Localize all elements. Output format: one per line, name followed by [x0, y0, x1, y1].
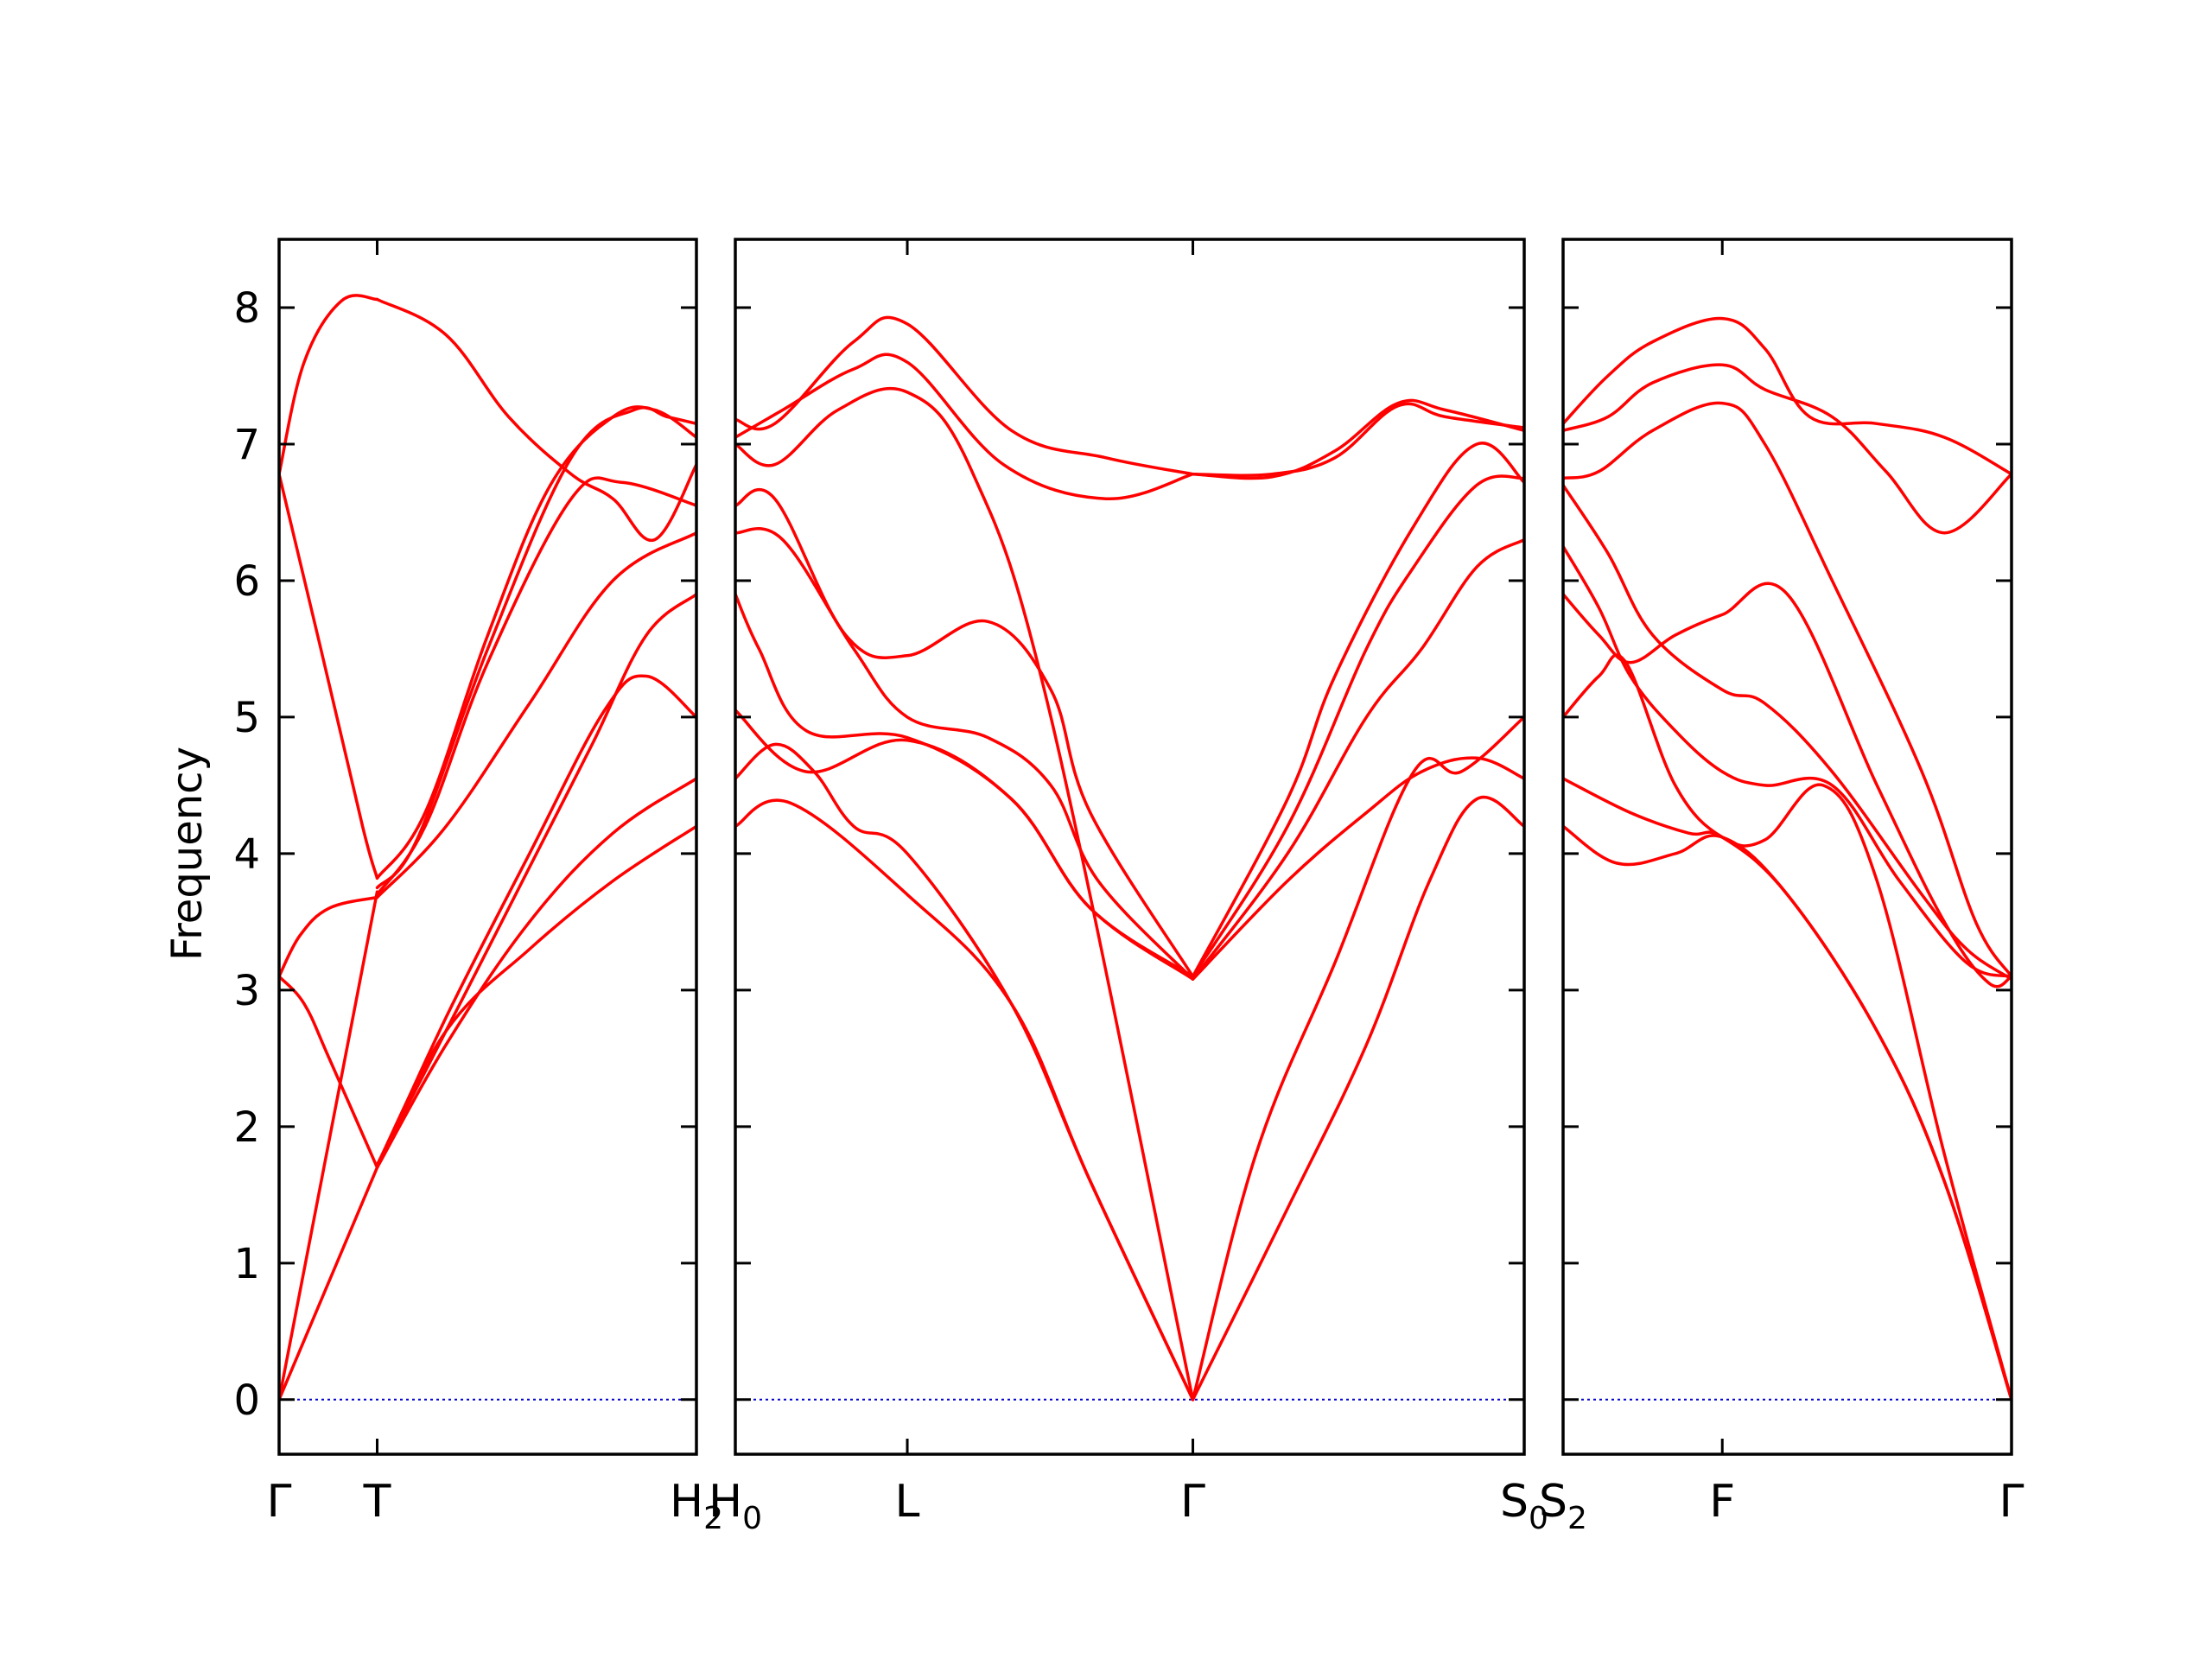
band-line	[279, 294, 379, 476]
bands	[1563, 316, 2012, 1402]
band-line	[1191, 795, 1524, 1402]
band-line	[279, 890, 379, 1402]
y-tick-label: 6	[233, 557, 260, 606]
band-line	[1191, 398, 1524, 480]
kpoint-subscript: 2	[703, 1501, 723, 1536]
kpoint-label: H0	[709, 1476, 762, 1536]
band-line	[1563, 777, 2012, 1402]
band-line	[735, 592, 1195, 981]
band-line	[279, 472, 379, 880]
kpoint-label: F	[1709, 1476, 1735, 1528]
band-line	[279, 1166, 379, 1402]
panel-frame	[734, 238, 1526, 1456]
band-line	[375, 674, 696, 1169]
band-line	[1563, 483, 2012, 981]
band-line	[1563, 582, 2012, 988]
band-line	[1191, 402, 1524, 477]
band-line	[1563, 544, 2012, 978]
band-line	[375, 476, 696, 897]
band-line	[1191, 442, 1524, 978]
band-line	[375, 824, 696, 1166]
band-line	[735, 353, 1195, 500]
band-line	[1191, 537, 1524, 981]
band-line	[375, 777, 696, 1169]
band-line	[1563, 401, 2012, 978]
y-tick-label: 0	[233, 1376, 260, 1425]
panel-frame	[277, 238, 698, 1456]
band-line	[375, 297, 696, 543]
panel-3: S2 F Γ	[1539, 238, 2024, 1536]
y-tick-label: 7	[233, 421, 260, 469]
bands	[279, 294, 696, 1402]
band-line	[1563, 363, 2012, 535]
kpoint-subscript: 0	[1529, 1501, 1548, 1536]
kpoint-label: Γ	[267, 1476, 292, 1528]
y-tick-label: 3	[233, 967, 260, 1015]
kpoint-label: Γ	[1999, 1476, 2024, 1528]
kpoint-label: T	[363, 1476, 391, 1528]
band-line	[735, 527, 1195, 981]
band-line	[735, 315, 1195, 476]
band-line	[735, 488, 1195, 978]
band-line	[1563, 653, 2012, 1402]
band-line	[1191, 474, 1524, 978]
panel-2: H0 L Γ S0	[709, 238, 1548, 1536]
band-line	[375, 405, 696, 890]
band-line	[1563, 316, 2012, 476]
kpoint-subscript: 0	[742, 1501, 762, 1536]
kpoint-subscript: 2	[1567, 1501, 1587, 1536]
y-axis-label: Frequency	[163, 747, 212, 961]
band-line	[735, 742, 1195, 1402]
band-line	[375, 531, 696, 899]
kpoint-label: S2	[1539, 1476, 1587, 1536]
band-line	[1563, 824, 2012, 1402]
panel-1: Γ T H2	[267, 238, 723, 1536]
band-line	[375, 592, 696, 1166]
y-tick-label: 2	[233, 1103, 260, 1152]
y-tick-labels: 0 1 2 3 4 5 6 7 8	[233, 284, 260, 1425]
y-tick-label: 1	[233, 1240, 260, 1288]
y-tick-label: 4	[233, 830, 260, 879]
panel-frame	[1561, 238, 2013, 1456]
band-line	[279, 895, 379, 978]
band-line	[735, 386, 1195, 1402]
band-line	[1191, 715, 1524, 1402]
kpoint-label: L	[895, 1476, 920, 1528]
bands	[735, 315, 1524, 1402]
y-tick-label: 5	[233, 694, 260, 742]
kpoint-label: Γ	[1180, 1476, 1205, 1528]
band-line	[1191, 756, 1524, 981]
y-tick-label: 8	[233, 284, 260, 333]
band-line	[735, 798, 1195, 1402]
